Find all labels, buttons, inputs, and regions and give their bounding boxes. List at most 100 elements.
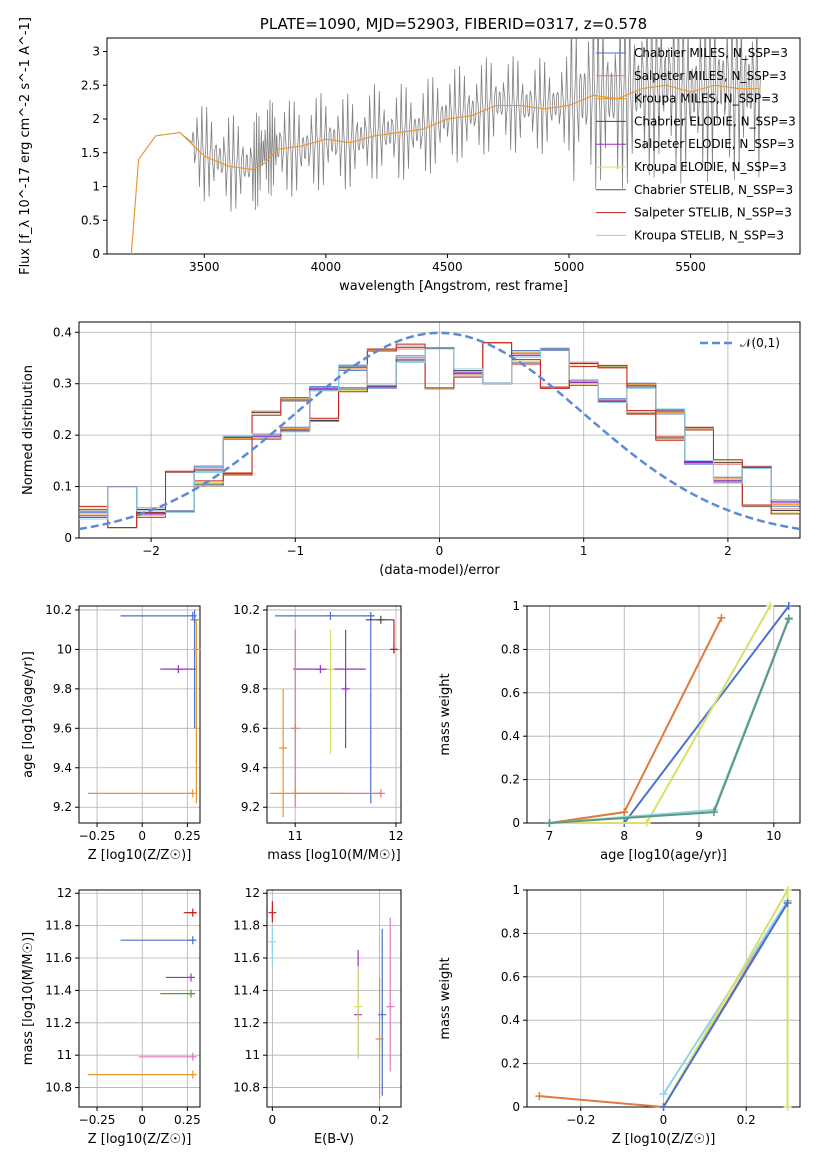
weight-marker — [784, 602, 793, 610]
y-tick-label: 0.8 — [501, 642, 520, 656]
x-tick-label: 0 — [269, 1113, 277, 1127]
plot-frame — [78, 605, 201, 824]
y-tick-label: 1 — [92, 180, 100, 194]
panel-5: −0.25 0 0.25 10.8 11 11.2 11.4 11.6 11.8 12 Z [log… — [21, 886, 201, 1147]
weight-marker — [659, 1089, 668, 1098]
x-tick-label: 10 — [766, 829, 781, 843]
y-tick-label: 0.6 — [501, 686, 520, 700]
y-tick-label: 10.8 — [233, 1081, 260, 1095]
y-tick-label: 11.8 — [233, 919, 260, 933]
legend-label: Kroupa MILES, N_SSP=3 — [634, 92, 779, 106]
data-point — [190, 615, 199, 624]
y-tick-label: 1.5 — [81, 146, 100, 160]
legend: Chabrier MILES, N_SSP=3 Salpeter MILES, N… — [596, 46, 796, 242]
x-axis-label: mass [log10(M/M☉)] — [267, 848, 400, 863]
y-tick-label: 0.4 — [501, 729, 520, 743]
panel-4: 7 8 9 10 0 0.2 0.4 0.6 0.8 1 age [log10(age/yr)] ma… — [438, 599, 801, 863]
weight-marker — [642, 819, 651, 827]
y-tick-label: 12 — [57, 886, 72, 900]
panel-6: 0 0.2 10.8 11 11.2 11.4 11.6 11.8 12 E(B-V) — [233, 886, 402, 1147]
x-axis-label: Z [log10(Z/Z☉)] — [612, 1132, 716, 1147]
plot-frame — [266, 889, 402, 1108]
x-tick-label: 0.2 — [370, 1113, 389, 1127]
x-tick-label: 7 — [546, 829, 554, 843]
y-tick-label: 11.4 — [45, 983, 72, 997]
weight-line-Kroupa ELODIE — [662, 886, 789, 1108]
legend-label: Kroupa ELODIE, N_SSP=3 — [634, 160, 787, 174]
y-tick-label: 10 — [57, 642, 72, 656]
x-axis-label: (data-model)/error — [379, 563, 500, 578]
data-point — [316, 665, 325, 674]
weight-line-Kroupa MILES — [549, 617, 723, 824]
x-tick-label: 12 — [388, 829, 403, 843]
y-tick-label: 10.2 — [233, 603, 260, 617]
weight-marker — [784, 615, 793, 624]
data-point — [341, 684, 350, 693]
weight-marker — [783, 1103, 792, 1111]
data-point — [376, 615, 385, 624]
x-tick-label: 0.25 — [174, 1113, 201, 1127]
y-tick-label: 12 — [245, 886, 260, 900]
x-tick-label: 0 — [138, 1113, 146, 1127]
data-point — [279, 744, 288, 753]
x-tick-label: 4000 — [311, 260, 342, 274]
x-tick-label: −0.2 — [566, 1113, 595, 1127]
y-tick-label: 11.6 — [45, 951, 72, 965]
y-tick-label: 9.2 — [241, 800, 260, 814]
panel-2: −0.25 0 0.25 9.2 9.4 9.6 9.8 10 10.2 Z [log10(Z/Z… — [21, 603, 201, 863]
y-tick-label: 1 — [512, 883, 520, 897]
data-point — [188, 1070, 197, 1079]
y-tick-label: 10.8 — [45, 1081, 72, 1095]
y-tick-label: 3 — [92, 45, 100, 59]
legend-label: Kroupa STELIB, N_SSP=3 — [634, 228, 784, 242]
x-tick-label: 5500 — [675, 260, 706, 274]
y-tick-label: 9.8 — [53, 682, 72, 696]
y-tick-label: 0 — [92, 247, 100, 261]
weight-marker — [535, 1092, 544, 1101]
x-tick-label: 11 — [288, 829, 303, 843]
legend-label: Salpeter STELIB, N_SSP=3 — [634, 206, 792, 220]
data-point — [174, 665, 183, 674]
x-tick-label: 0.25 — [174, 829, 201, 843]
y-tick-label: 9.4 — [53, 761, 72, 775]
panel-7: −0.2 0 0.2 0 0.2 0.4 0.6 0.8 1 Z [log10(Z/Z☉)] mas… — [438, 883, 801, 1147]
plot-frame — [78, 889, 201, 1108]
data-point — [192, 645, 201, 654]
y-tick-label: 11 — [57, 1048, 72, 1062]
legend-label: Chabrier ELODIE, N_SSP=3 — [634, 114, 796, 128]
data-point — [389, 645, 398, 654]
weight-marker — [659, 1103, 668, 1111]
x-axis-label: wavelength [Angstrom, rest frame] — [339, 279, 568, 294]
plot-frame — [526, 605, 801, 824]
data-point — [188, 789, 197, 798]
x-axis-label: Z [log10(Z/Z☉)] — [88, 1132, 192, 1147]
histogram-series — [79, 342, 800, 528]
x-tick-label: −0.25 — [79, 1113, 116, 1127]
panel-3: 11 12 9.2 9.4 9.6 9.8 10 10.2 mass [log10(M/M☉)] — [233, 603, 403, 863]
y-tick-label: 0 — [512, 816, 520, 830]
weight-marker — [545, 819, 554, 827]
data-point — [326, 665, 335, 674]
y-axis-label: Flux [f_λ 10^-17 erg cm^-2 s^-1 A^-1] — [18, 17, 33, 275]
y-axis-label: mass weight — [438, 957, 453, 1039]
weight-marker — [709, 808, 718, 817]
x-tick-label: 3500 — [189, 260, 220, 274]
y-axis-label: mass [log10(M/M☉)] — [21, 932, 36, 1065]
y-tick-label: 11.6 — [233, 951, 260, 965]
y-tick-label: 11.2 — [233, 1016, 260, 1030]
y-tick-label: 0.5 — [81, 213, 100, 227]
chart-title: PLATE=1090, MJD=52903, FIBERID=0317, z=0… — [260, 15, 647, 33]
legend-label: 𝒩(0,1) — [740, 336, 780, 350]
x-axis-label: Z [log10(Z/Z☉)] — [88, 848, 192, 863]
weight-marker — [783, 886, 792, 894]
x-tick-label: 0 — [660, 1113, 668, 1127]
weight-marker — [783, 899, 792, 908]
y-tick-label: 2 — [92, 112, 100, 126]
weight-line-Chabrier MILES — [549, 605, 790, 824]
plot-frame — [106, 37, 801, 255]
spectrum-lines — [130, 38, 761, 254]
y-tick-label: 11.8 — [45, 919, 72, 933]
y-tick-label: 0.8 — [501, 926, 520, 940]
data-point — [376, 789, 385, 798]
